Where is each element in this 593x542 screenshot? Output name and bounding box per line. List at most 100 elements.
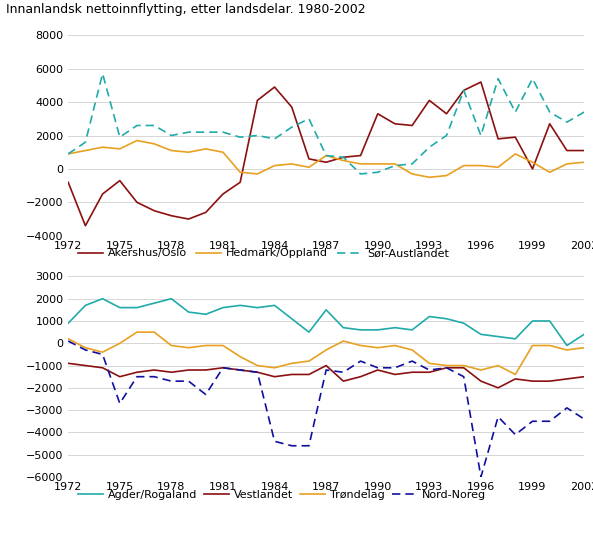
Hedmark/Oppland	[323, 152, 330, 159]
Vestlandet	[237, 367, 244, 373]
Agder/Rogaland	[219, 305, 227, 311]
Akershus/Oslo	[495, 136, 502, 142]
Agder/Rogaland	[512, 335, 519, 342]
Vestlandet	[357, 373, 364, 380]
Vestlandet	[460, 365, 467, 371]
Hedmark/Oppland	[340, 157, 347, 164]
Vestlandet	[288, 371, 295, 378]
Agder/Rogaland	[426, 313, 433, 320]
Sør-Austlandet	[219, 129, 227, 136]
Akershus/Oslo	[374, 111, 381, 117]
Agder/Rogaland	[323, 307, 330, 313]
Sør-Austlandet	[546, 109, 553, 115]
Trøndelag	[323, 347, 330, 353]
Vestlandet	[133, 369, 141, 376]
Sør-Austlandet	[340, 154, 347, 160]
Sør-Austlandet	[581, 109, 588, 115]
Vestlandet	[409, 369, 416, 376]
Nord-Noreg	[65, 338, 72, 344]
Hedmark/Oppland	[151, 140, 158, 147]
Trøndelag	[460, 362, 467, 369]
Akershus/Oslo	[288, 104, 295, 111]
Sør-Austlandet	[357, 171, 364, 177]
Trøndelag	[82, 345, 89, 351]
Akershus/Oslo	[529, 166, 536, 172]
Nord-Noreg	[546, 418, 553, 424]
Vestlandet	[546, 378, 553, 384]
Sør-Austlandet	[426, 144, 433, 151]
Vestlandet	[202, 367, 209, 373]
Sør-Austlandet	[495, 75, 502, 82]
Nord-Noreg	[357, 358, 364, 364]
Hedmark/Oppland	[99, 144, 106, 151]
Akershus/Oslo	[133, 199, 141, 205]
Akershus/Oslo	[460, 87, 467, 94]
Sør-Austlandet	[374, 169, 381, 176]
Trøndelag	[477, 367, 484, 373]
Agder/Rogaland	[546, 318, 553, 324]
Trøndelag	[116, 340, 123, 346]
Sør-Austlandet	[443, 132, 450, 139]
Nord-Noreg	[237, 367, 244, 373]
Hedmark/Oppland	[495, 164, 502, 171]
Sør-Austlandet	[323, 152, 330, 159]
Sør-Austlandet	[477, 132, 484, 139]
Hedmark/Oppland	[374, 160, 381, 167]
Trøndelag	[202, 342, 209, 349]
Nord-Noreg	[340, 369, 347, 376]
Nord-Noreg	[271, 438, 278, 444]
Sør-Austlandet	[529, 75, 536, 82]
Trøndelag	[529, 342, 536, 349]
Nord-Noreg	[512, 431, 519, 438]
Vestlandet	[323, 362, 330, 369]
Trøndelag	[512, 371, 519, 378]
Trøndelag	[305, 358, 313, 364]
Trøndelag	[391, 342, 398, 349]
Agder/Rogaland	[563, 342, 570, 349]
Vestlandet	[305, 371, 313, 378]
Hedmark/Oppland	[254, 171, 261, 177]
Agder/Rogaland	[237, 302, 244, 308]
Trøndelag	[151, 329, 158, 335]
Trøndelag	[133, 329, 141, 335]
Agder/Rogaland	[357, 327, 364, 333]
Trøndelag	[271, 365, 278, 371]
Nord-Noreg	[133, 373, 141, 380]
Trøndelag	[495, 362, 502, 369]
Trøndelag	[219, 342, 227, 349]
Akershus/Oslo	[185, 216, 192, 222]
Nord-Noreg	[460, 373, 467, 380]
Hedmark/Oppland	[133, 137, 141, 144]
Akershus/Oslo	[237, 179, 244, 185]
Agder/Rogaland	[168, 295, 175, 302]
Agder/Rogaland	[495, 333, 502, 340]
Vestlandet	[65, 360, 72, 366]
Akershus/Oslo	[391, 120, 398, 127]
Agder/Rogaland	[254, 305, 261, 311]
Akershus/Oslo	[254, 97, 261, 104]
Trøndelag	[237, 353, 244, 360]
Hedmark/Oppland	[219, 149, 227, 156]
Nord-Noreg	[116, 400, 123, 406]
Hedmark/Oppland	[202, 146, 209, 152]
Hedmark/Oppland	[426, 174, 433, 180]
Agder/Rogaland	[151, 300, 158, 306]
Sør-Austlandet	[202, 129, 209, 136]
Agder/Rogaland	[477, 331, 484, 338]
Sør-Austlandet	[82, 139, 89, 145]
Agder/Rogaland	[305, 329, 313, 335]
Akershus/Oslo	[477, 79, 484, 85]
Agder/Rogaland	[443, 315, 450, 322]
Vestlandet	[340, 378, 347, 384]
Vestlandet	[563, 376, 570, 382]
Akershus/Oslo	[443, 111, 450, 117]
Nord-Noreg	[409, 358, 416, 364]
Line: Agder/Rogaland: Agder/Rogaland	[68, 299, 584, 345]
Hedmark/Oppland	[185, 149, 192, 156]
Hedmark/Oppland	[460, 163, 467, 169]
Nord-Noreg	[254, 369, 261, 376]
Vestlandet	[391, 371, 398, 378]
Sør-Austlandet	[254, 132, 261, 139]
Trøndelag	[185, 345, 192, 351]
Akershus/Oslo	[546, 120, 553, 127]
